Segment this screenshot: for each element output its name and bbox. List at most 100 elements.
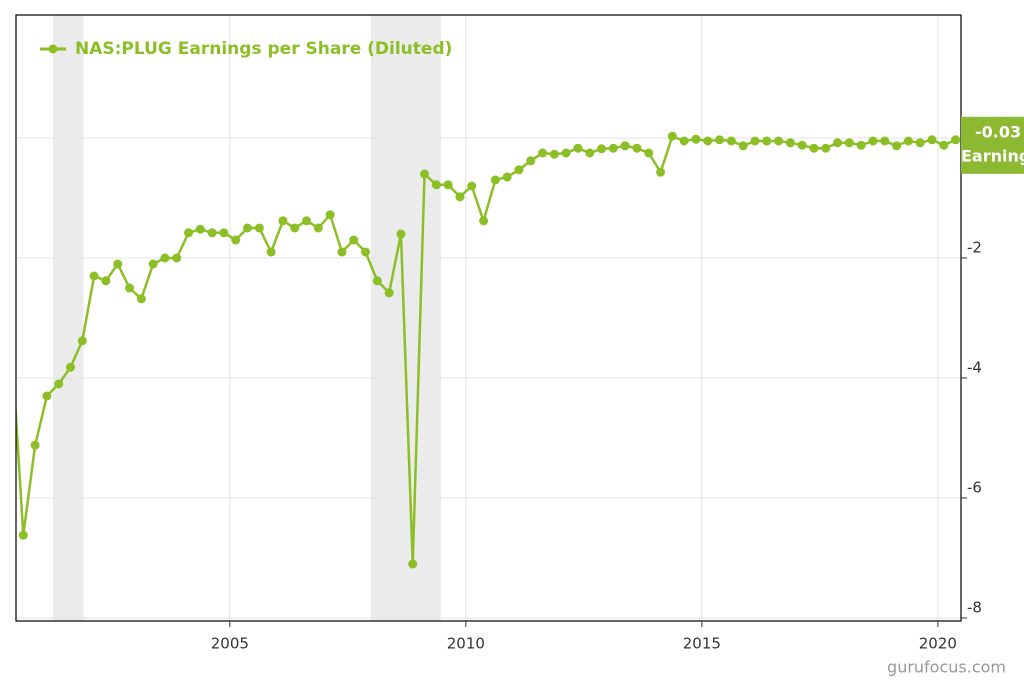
data-point xyxy=(148,259,158,269)
x-tick-label: 2015 xyxy=(683,635,721,653)
data-point xyxy=(384,288,394,298)
data-point xyxy=(762,136,772,146)
y-tick-label: -2 xyxy=(967,239,982,257)
data-point xyxy=(502,172,512,182)
watermark: gurufocus.com xyxy=(887,658,1006,677)
x-tick-label: 2020 xyxy=(919,635,957,653)
data-point xyxy=(302,216,312,226)
plot-frame xyxy=(15,14,962,622)
last-value-label: -0.03 xyxy=(975,122,1021,141)
data-point xyxy=(325,210,335,220)
data-point xyxy=(313,223,323,233)
data-point xyxy=(278,216,288,226)
data-point xyxy=(172,253,182,263)
data-point xyxy=(479,216,489,226)
data-point xyxy=(184,228,194,238)
data-point xyxy=(679,136,689,146)
recession-band xyxy=(52,15,84,621)
y-tick-label: -6 xyxy=(967,479,982,497)
data-point xyxy=(243,223,253,233)
data-point xyxy=(538,148,548,158)
data-point xyxy=(101,276,111,286)
data-point xyxy=(30,440,40,450)
data-point xyxy=(844,138,854,148)
data-point xyxy=(549,149,559,159)
data-point xyxy=(337,247,347,257)
data-point xyxy=(726,136,736,146)
data-point xyxy=(219,228,229,238)
legend-dot xyxy=(48,44,58,54)
data-point xyxy=(16,344,17,346)
data-point xyxy=(573,143,583,153)
data-point xyxy=(18,530,28,540)
data-point xyxy=(785,138,795,148)
data-point xyxy=(915,138,925,148)
data-point xyxy=(420,169,430,179)
data-point xyxy=(514,165,524,175)
data-point xyxy=(927,135,937,145)
data-point xyxy=(207,228,217,238)
data-point xyxy=(809,143,819,153)
data-point xyxy=(254,223,264,233)
data-point xyxy=(396,229,406,239)
data-point xyxy=(349,235,359,245)
recession-band xyxy=(370,15,441,621)
data-point xyxy=(597,144,607,154)
data-point xyxy=(77,336,87,346)
data-point xyxy=(561,148,571,158)
data-point xyxy=(526,156,536,166)
data-point xyxy=(467,181,477,191)
data-point xyxy=(738,141,748,151)
data-point xyxy=(490,175,500,185)
data-point xyxy=(372,276,382,286)
data-point xyxy=(691,134,701,144)
data-point xyxy=(231,235,241,245)
data-point xyxy=(443,180,453,190)
data-point xyxy=(266,247,276,257)
data-point xyxy=(361,247,371,257)
data-point xyxy=(880,136,890,146)
data-point xyxy=(408,559,418,569)
last-value-caption: Earnings xyxy=(961,146,1024,165)
y-tick-label: -4 xyxy=(967,359,982,377)
data-point xyxy=(195,224,205,234)
data-point xyxy=(54,379,64,389)
x-tick-label: 2010 xyxy=(447,635,485,653)
series-line xyxy=(16,134,957,565)
data-point xyxy=(136,294,146,304)
data-point xyxy=(42,391,52,401)
legend-label: NAS:PLUG Earnings per Share (Diluted) xyxy=(75,39,452,59)
data-point xyxy=(160,253,170,263)
data-point xyxy=(620,141,630,151)
data-point xyxy=(833,138,843,148)
data-point xyxy=(797,140,807,150)
data-point xyxy=(715,135,725,145)
data-point xyxy=(821,143,831,153)
data-point xyxy=(703,136,713,146)
data-point xyxy=(608,143,618,153)
data-point xyxy=(750,136,760,146)
data-point xyxy=(290,223,300,233)
last-value-box xyxy=(961,116,1024,174)
y-tick-label: -8 xyxy=(967,599,982,617)
data-point xyxy=(939,140,949,150)
data-point xyxy=(644,148,654,158)
x-tick-label: 2005 xyxy=(211,635,249,653)
data-point xyxy=(868,136,878,146)
data-point xyxy=(903,136,913,146)
data-point xyxy=(455,192,465,202)
data-point xyxy=(656,167,666,177)
data-point xyxy=(431,180,441,190)
data-point xyxy=(774,136,784,146)
data-point xyxy=(951,135,961,145)
data-point xyxy=(892,141,902,151)
data-point xyxy=(856,140,866,150)
data-point xyxy=(89,271,99,281)
data-point xyxy=(585,148,595,158)
data-point xyxy=(125,283,135,293)
data-point xyxy=(632,143,642,153)
data-point xyxy=(667,131,677,141)
data-point xyxy=(113,259,123,269)
data-point xyxy=(66,362,76,372)
